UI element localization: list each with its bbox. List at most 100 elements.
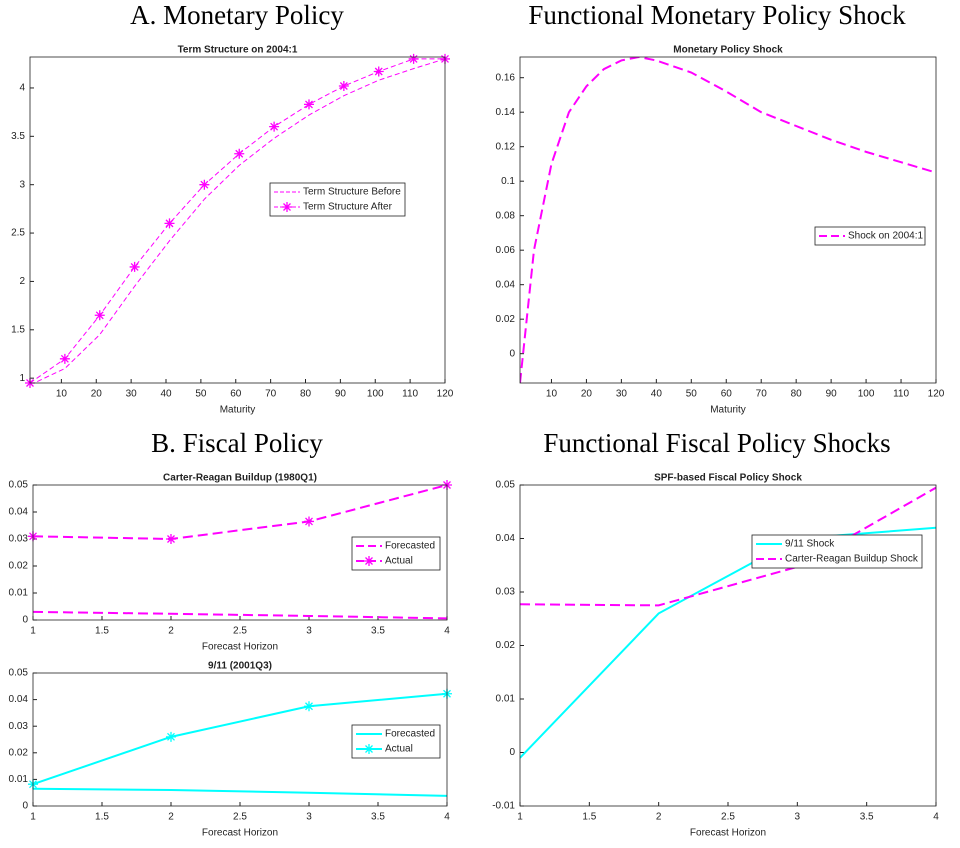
chart-title: Term Structure on 2004:1 bbox=[178, 45, 298, 56]
x-tick-label: 30 bbox=[126, 389, 138, 400]
x-axis-label: Maturity bbox=[220, 405, 256, 416]
y-tick-label: 1 bbox=[19, 373, 25, 384]
x-tick-label: 3 bbox=[306, 812, 312, 823]
legend-label: 9/11 Shock bbox=[785, 539, 835, 550]
marker bbox=[129, 261, 140, 272]
y-tick-label: 0.03 bbox=[9, 534, 29, 545]
y-tick-label: 0.14 bbox=[496, 107, 516, 118]
x-tick-label: 70 bbox=[265, 389, 277, 400]
y-tick-label: 0.01 bbox=[9, 588, 29, 599]
y-tick-label: 0.02 bbox=[496, 640, 516, 651]
x-tick-label: 60 bbox=[721, 389, 733, 400]
y-tick-label: 0.04 bbox=[9, 694, 29, 705]
y-tick-label: 0.01 bbox=[496, 694, 516, 705]
marker bbox=[94, 310, 105, 321]
y-tick-label: 0.05 bbox=[9, 668, 29, 679]
y-tick-label: 0.05 bbox=[9, 480, 29, 491]
legend-box bbox=[269, 182, 406, 217]
x-tick-label: 100 bbox=[858, 389, 875, 400]
y-tick-label: 2 bbox=[19, 276, 25, 287]
series-line bbox=[33, 787, 447, 797]
x-tick-label: 50 bbox=[686, 389, 698, 400]
series-line bbox=[33, 692, 447, 786]
y-tick-label: 0.04 bbox=[496, 279, 516, 290]
legend-label: Term Structure Before bbox=[303, 187, 401, 198]
x-tick-label: 1 bbox=[517, 812, 523, 823]
legend-label: Forecasted bbox=[385, 541, 435, 552]
series-line bbox=[520, 57, 936, 383]
series-line bbox=[520, 486, 936, 607]
x-tick-label: 70 bbox=[756, 389, 768, 400]
section-heading: Functional Fiscal Policy Shocks bbox=[543, 428, 890, 458]
x-tick-label: 100 bbox=[367, 389, 384, 400]
legend-label: Carter-Reagan Buildup Shock bbox=[785, 554, 919, 565]
x-tick-label: 3.5 bbox=[371, 812, 385, 823]
y-tick-label: 0.02 bbox=[9, 561, 29, 572]
series-line bbox=[520, 526, 936, 759]
y-tick-label: 0.02 bbox=[9, 747, 29, 758]
marker bbox=[304, 516, 314, 527]
y-tick-label: 0 bbox=[509, 747, 515, 758]
y-tick-label: 0 bbox=[22, 615, 28, 626]
series-line bbox=[33, 610, 447, 620]
legend-label: Forecasted bbox=[385, 729, 435, 740]
legend-box bbox=[814, 226, 926, 246]
marker bbox=[199, 179, 210, 190]
x-tick-label: 2.5 bbox=[721, 812, 735, 823]
x-axis-label: Forecast Horizon bbox=[202, 828, 278, 839]
marker bbox=[164, 218, 175, 229]
x-tick-label: 2.5 bbox=[233, 626, 247, 637]
plot-area bbox=[30, 57, 445, 383]
y-tick-label: 0.04 bbox=[9, 507, 29, 518]
y-tick-label: 0.02 bbox=[496, 314, 516, 325]
x-axis-label: Forecast Horizon bbox=[202, 642, 278, 653]
y-tick-label: 0 bbox=[509, 348, 515, 359]
marker bbox=[303, 99, 314, 110]
x-tick-label: 40 bbox=[651, 389, 663, 400]
x-tick-label: 40 bbox=[160, 389, 172, 400]
marker bbox=[59, 353, 70, 364]
x-tick-label: 2 bbox=[168, 812, 174, 823]
x-tick-label: 4 bbox=[444, 812, 450, 823]
x-tick-label: 80 bbox=[300, 389, 312, 400]
marker bbox=[338, 81, 349, 92]
y-tick-label: 0.05 bbox=[496, 480, 516, 491]
x-tick-label: 20 bbox=[581, 389, 593, 400]
x-tick-label: 1.5 bbox=[582, 812, 596, 823]
legend-label: Actual bbox=[385, 556, 413, 567]
marker bbox=[408, 53, 419, 64]
series-line bbox=[33, 485, 447, 541]
y-tick-label: 2.5 bbox=[11, 228, 25, 239]
x-tick-label: 1 bbox=[30, 626, 36, 637]
axes-box bbox=[32, 672, 448, 807]
x-tick-label: 60 bbox=[230, 389, 242, 400]
legend-label: Actual bbox=[385, 744, 413, 755]
y-tick-label: 0.01 bbox=[9, 774, 29, 785]
marker bbox=[166, 731, 176, 742]
x-tick-label: 10 bbox=[546, 389, 558, 400]
y-tick-label: -0.01 bbox=[492, 801, 515, 812]
x-tick-label: 3 bbox=[795, 812, 801, 823]
x-tick-label: 3.5 bbox=[371, 626, 385, 637]
y-tick-label: 0.03 bbox=[9, 721, 29, 732]
marker bbox=[304, 701, 314, 712]
chart-title: 9/11 (2001Q3) bbox=[208, 661, 272, 672]
legend-marker bbox=[364, 744, 374, 754]
marker bbox=[166, 534, 176, 544]
y-tick-label: 1.5 bbox=[11, 324, 25, 335]
legend-box bbox=[751, 534, 923, 569]
section-heading: A. Monetary Policy bbox=[130, 0, 344, 30]
y-tick-label: 0.16 bbox=[496, 72, 516, 83]
y-tick-label: 0.03 bbox=[496, 587, 516, 598]
x-tick-label: 1 bbox=[30, 812, 36, 823]
legend-label: Term Structure After bbox=[303, 202, 393, 213]
axes-box bbox=[519, 56, 937, 384]
x-tick-label: 3 bbox=[306, 626, 312, 637]
x-tick-label: 80 bbox=[791, 389, 803, 400]
y-tick-label: 0.08 bbox=[496, 210, 516, 221]
chart-title: SPF-based Fiscal Policy Shock bbox=[654, 473, 802, 484]
y-tick-label: 0.12 bbox=[496, 141, 516, 152]
series-line bbox=[32, 58, 445, 383]
legend-label: Shock on 2004:1 bbox=[848, 231, 923, 242]
